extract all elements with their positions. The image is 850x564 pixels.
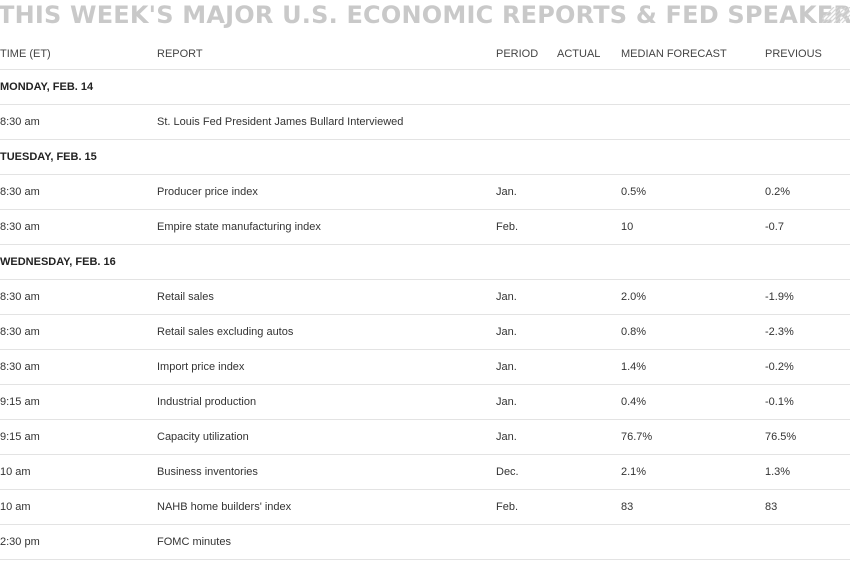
cell-previous: -0.1% xyxy=(765,384,850,420)
cell-period xyxy=(496,524,557,560)
cell-actual xyxy=(557,384,621,420)
table-row: 8:30 am Import price index Jan. 1.4% -0.… xyxy=(0,349,850,385)
cell-previous xyxy=(765,524,850,560)
cell-actual xyxy=(557,419,621,455)
table-row: 8:30 am Retail sales excluding autos Jan… xyxy=(0,314,850,350)
cell-report: Capacity utilization xyxy=(157,419,496,455)
day-label: TUESDAY, FEB. 15 xyxy=(0,139,850,175)
table-row: 10 am NAHB home builders' index Feb. 83 … xyxy=(0,489,850,525)
economic-reports-table: TIME (ET) REPORT PERIOD ACTUAL MEDIAN FO… xyxy=(0,38,850,560)
cell-period: Jan. xyxy=(496,314,557,350)
cell-time: 2:30 pm xyxy=(0,524,157,560)
table-row: 9:15 am Industrial production Jan. 0.4% … xyxy=(0,384,850,420)
header-actual: ACTUAL xyxy=(557,38,621,70)
cell-report: Producer price index xyxy=(157,174,496,210)
cell-time: 9:15 am xyxy=(0,384,157,420)
cell-median: 2.1% xyxy=(621,454,765,490)
cell-time: 10 am xyxy=(0,454,157,490)
table-row: 9:15 am Capacity utilization Jan. 76.7% … xyxy=(0,419,850,455)
title-bar: THIS WEEK'S MAJOR U.S. ECONOMIC REPORTS … xyxy=(0,0,850,30)
cell-period: Jan. xyxy=(496,384,557,420)
cell-time: 8:30 am xyxy=(0,314,157,350)
header-period: PERIOD xyxy=(496,38,557,70)
page-title: THIS WEEK'S MAJOR U.S. ECONOMIC REPORTS … xyxy=(0,1,850,29)
day-row-monday: MONDAY, FEB. 14 xyxy=(0,69,850,105)
cell-time: 10 am xyxy=(0,489,157,525)
cell-actual xyxy=(557,279,621,315)
cell-period: Jan. xyxy=(496,419,557,455)
cell-actual xyxy=(557,104,621,140)
cell-report: Import price index xyxy=(157,349,496,385)
cell-previous: 0.2% xyxy=(765,174,850,210)
cell-previous: -0.2% xyxy=(765,349,850,385)
cell-actual xyxy=(557,209,621,245)
cell-period: Feb. xyxy=(496,209,557,245)
header-median-forecast: MEDIAN FORECAST xyxy=(621,38,765,70)
cell-time: 9:15 am xyxy=(0,419,157,455)
cell-previous: -0.7 xyxy=(765,209,850,245)
cell-median: 76.7% xyxy=(621,419,765,455)
cell-time: 8:30 am xyxy=(0,174,157,210)
cell-report: Empire state manufacturing index xyxy=(157,209,496,245)
hatch-decoration-icon xyxy=(822,7,850,23)
cell-previous: 83 xyxy=(765,489,850,525)
cell-period: Jan. xyxy=(496,349,557,385)
table-row: 8:30 am Producer price index Jan. 0.5% 0… xyxy=(0,174,850,210)
cell-median: 2.0% xyxy=(621,279,765,315)
cell-time: 8:30 am xyxy=(0,104,157,140)
cell-median: 0.8% xyxy=(621,314,765,350)
cell-report: St. Louis Fed President James Bullard In… xyxy=(157,104,496,140)
cell-period xyxy=(496,104,557,140)
table-row: 8:30 am Empire state manufacturing index… xyxy=(0,209,850,245)
day-label: MONDAY, FEB. 14 xyxy=(0,69,850,105)
table-row: 2:30 pm FOMC minutes xyxy=(0,524,850,560)
cell-time: 8:30 am xyxy=(0,279,157,315)
cell-report: FOMC minutes xyxy=(157,524,496,560)
cell-report: Business inventories xyxy=(157,454,496,490)
table-row: 10 am Business inventories Dec. 2.1% 1.3… xyxy=(0,454,850,490)
table-row: 8:30 am Retail sales Jan. 2.0% -1.9% xyxy=(0,279,850,315)
cell-median: 0.4% xyxy=(621,384,765,420)
cell-report: Retail sales xyxy=(157,279,496,315)
cell-period: Jan. xyxy=(496,279,557,315)
table-row: 8:30 am St. Louis Fed President James Bu… xyxy=(0,104,850,140)
cell-period: Jan. xyxy=(496,174,557,210)
day-row-wednesday: WEDNESDAY, FEB. 16 xyxy=(0,244,850,280)
cell-report: Industrial production xyxy=(157,384,496,420)
cell-median: 1.4% xyxy=(621,349,765,385)
cell-previous: -1.9% xyxy=(765,279,850,315)
cell-median xyxy=(621,524,765,560)
cell-median xyxy=(621,104,765,140)
day-label: WEDNESDAY, FEB. 16 xyxy=(0,244,850,280)
table-header-row: TIME (ET) REPORT PERIOD ACTUAL MEDIAN FO… xyxy=(0,38,850,70)
cell-previous: 1.3% xyxy=(765,454,850,490)
day-row-tuesday: TUESDAY, FEB. 15 xyxy=(0,139,850,175)
cell-actual xyxy=(557,489,621,525)
cell-period: Feb. xyxy=(496,489,557,525)
cell-actual xyxy=(557,314,621,350)
cell-previous: -2.3% xyxy=(765,314,850,350)
cell-median: 10 xyxy=(621,209,765,245)
cell-report: NAHB home builders' index xyxy=(157,489,496,525)
cell-time: 8:30 am xyxy=(0,349,157,385)
cell-actual xyxy=(557,349,621,385)
cell-previous xyxy=(765,104,850,140)
cell-previous: 76.5% xyxy=(765,419,850,455)
header-time: TIME (ET) xyxy=(0,38,157,70)
cell-actual xyxy=(557,454,621,490)
cell-median: 0.5% xyxy=(621,174,765,210)
header-report: REPORT xyxy=(157,38,496,70)
cell-actual xyxy=(557,174,621,210)
cell-actual xyxy=(557,524,621,560)
cell-report: Retail sales excluding autos xyxy=(157,314,496,350)
cell-median: 83 xyxy=(621,489,765,525)
cell-period: Dec. xyxy=(496,454,557,490)
cell-time: 8:30 am xyxy=(0,209,157,245)
header-previous: PREVIOUS xyxy=(765,38,850,70)
